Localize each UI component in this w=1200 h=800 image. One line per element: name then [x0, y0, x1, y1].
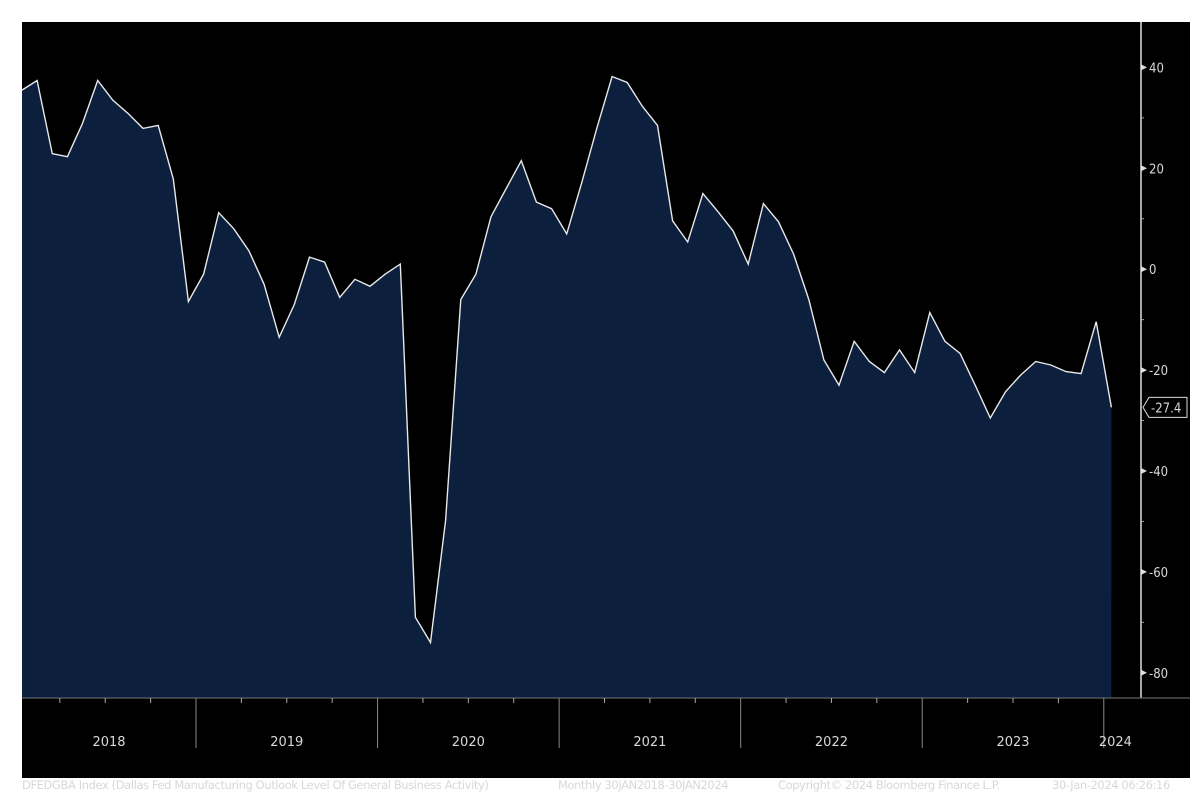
year-label-2022: 2022	[815, 735, 848, 750]
year-label-2023: 2023	[996, 735, 1029, 750]
y-tick-label: 40	[1149, 61, 1164, 76]
last-value-badge	[1142, 396, 1188, 418]
y-tick	[1141, 568, 1147, 575]
y-tick	[1141, 266, 1147, 273]
footer-copyright: Copyright© 2024 Bloomberg Finance L.P.	[778, 778, 1000, 792]
year-label-2018: 2018	[92, 735, 125, 750]
last-value-label: -27.4	[1151, 401, 1181, 416]
y-tick-label: 20	[1149, 162, 1164, 177]
y-tick-label: -40	[1149, 465, 1168, 480]
y-tick	[1141, 669, 1147, 676]
area-chart: 40 20 0 -20 -40 -60 -80 -27.4 2018 2019 2020 2021 20…	[22, 22, 1190, 750]
y-tick	[1141, 64, 1147, 71]
chart-frame: 40 20 0 -20 -40 -60 -80 -27.4 2018 2019 2020 2021 20…	[22, 22, 1190, 792]
year-label-2019: 2019	[270, 735, 303, 750]
area-fill	[22, 76, 1112, 698]
footer-range: Monthly 30JAN2018-30JAN2024	[558, 778, 729, 792]
y-tick	[1141, 165, 1147, 172]
y-tick-label: -60	[1149, 566, 1168, 581]
footer-timestamp: 30-Jan-2024 06:26:16	[1052, 778, 1170, 792]
y-tick	[1141, 467, 1147, 474]
year-label-2021: 2021	[633, 735, 666, 750]
y-tick-label: -20	[1149, 364, 1168, 379]
y-tick	[1141, 367, 1147, 374]
year-label-2020: 2020	[452, 735, 485, 750]
footer-description: DFEDGBA Index (Dallas Fed Manufacturing …	[22, 778, 489, 792]
year-label-2024: 2024	[1099, 735, 1132, 750]
y-tick-label: -80	[1149, 667, 1168, 682]
y-tick-label: 0	[1149, 263, 1156, 278]
